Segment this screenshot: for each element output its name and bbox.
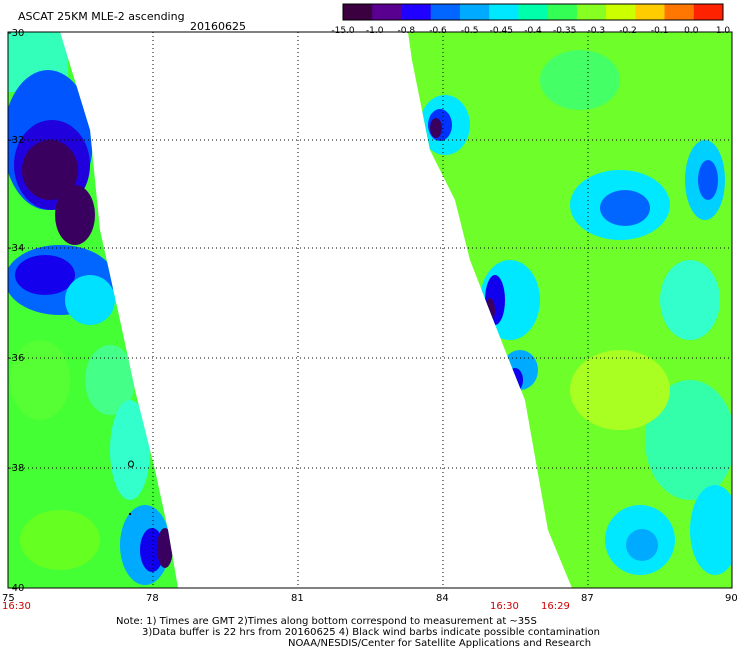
colorbar-swatch: [693, 4, 724, 20]
footnote-line: Note: 1) Times are GMT 2)Times along bot…: [116, 616, 537, 627]
lon-labels: 75 78 81 84 87 90: [2, 593, 738, 604]
colorbar-tick-label: -0.2: [619, 26, 637, 36]
colorbar-swatch: [664, 4, 695, 20]
map-date: 20160625: [190, 20, 246, 33]
colorbar-tick-label: -0.45: [490, 26, 513, 36]
colorbar-swatch: [401, 4, 432, 20]
colorbar-swatch: [459, 4, 490, 20]
lon-label: 84: [436, 593, 449, 604]
colorbar-swatch: [606, 4, 636, 20]
colorbar-tick-label: -0.8: [398, 26, 416, 36]
lat-label: -40: [8, 583, 24, 594]
colorbar-swatch: [547, 4, 578, 20]
colorbar-tick-label: -0.5: [461, 26, 479, 36]
colorbar-frame: [342, 3, 724, 21]
lon-label: 87: [581, 593, 594, 604]
grid: [8, 32, 732, 588]
footnote-line: 3)Data buffer is 22 hrs from 20160625 4)…: [142, 627, 600, 638]
plot-frame: [7, 31, 733, 589]
lon-label: 81: [291, 593, 304, 604]
colorbar-tick-label: -0.1: [651, 26, 669, 36]
colorbar-tick-label: -0.4: [524, 26, 542, 36]
swath-west: [8, 32, 178, 588]
lat-label: -30: [8, 28, 24, 39]
colorbar-swatch: [518, 4, 549, 20]
time-label: 16:30: [490, 601, 519, 612]
lat-labels: -30 -32 -34 -36 -38 -40: [8, 28, 24, 594]
lon-label: 75: [2, 593, 15, 604]
colorbar-tick-label: -1.0: [366, 26, 384, 36]
lat-label: -36: [8, 353, 24, 364]
colorbar-swatch: [343, 4, 373, 20]
colorbar-tick-label: -0.3: [588, 26, 606, 36]
lat-label: -34: [8, 243, 24, 254]
contamination-mark: [129, 513, 131, 515]
lon-label: 90: [725, 593, 738, 604]
time-labels: 16:30 16:30 16:29: [2, 601, 570, 612]
colorbar-swatch: [372, 4, 402, 20]
map-title: ASCAT 25KM MLE-2 ascending: [18, 10, 185, 23]
lon-label: 78: [146, 593, 159, 604]
colorbar: -15.0 -1.0 -0.8 -0.6 -0.5 -0.45 -0.4 -0.35 -0.3 -…: [331, 3, 731, 36]
colorbar-tick-label: 0.0: [684, 26, 699, 36]
colorbar-swatch: [576, 4, 607, 20]
colorbar-tick-label: -0.6: [429, 26, 447, 36]
lat-label: -32: [8, 135, 24, 146]
footnote-credit: NOAA/NESDIS/Center for Satellite Applica…: [288, 638, 592, 649]
time-label: 16:30: [2, 601, 31, 612]
colorbar-tick-label: 1.0: [716, 26, 731, 36]
swath-east: [408, 32, 732, 588]
colorbar-swatch: [635, 4, 666, 20]
time-label: 16:29: [541, 601, 570, 612]
colorbar-tick-label: -0.35: [553, 26, 576, 36]
colorbar-swatch: [430, 4, 461, 20]
colorbar-tick-label: -15.0: [331, 26, 355, 36]
contamination-mark: [128, 460, 134, 468]
lat-label: -38: [8, 463, 24, 474]
colorbar-swatch: [489, 4, 519, 20]
